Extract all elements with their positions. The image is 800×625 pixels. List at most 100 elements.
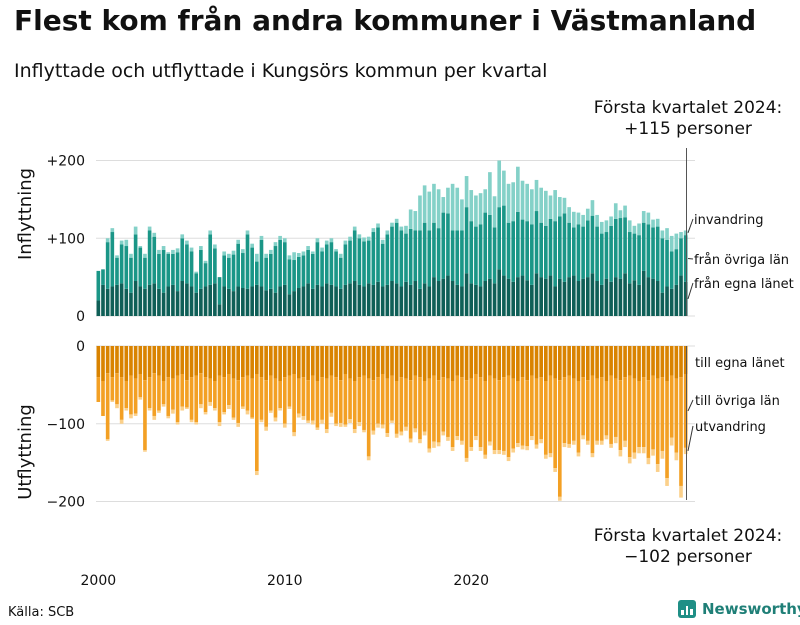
y-tick-label-out: −200 — [47, 495, 85, 511]
bar-inflyttning-0 — [544, 278, 548, 316]
bar-utflyttning-0 — [371, 346, 376, 381]
y-axis-label-out: Utflyttning — [15, 404, 36, 500]
bar-utflyttning-2 — [324, 429, 329, 434]
bar-inflyttning-0 — [432, 277, 436, 317]
bar-inflyttning-2 — [292, 252, 296, 261]
bar-utflyttning-1 — [516, 380, 520, 444]
bar-inflyttning-2 — [613, 203, 618, 219]
bar-inflyttning-1 — [282, 242, 287, 285]
bar-utflyttning-2 — [478, 447, 483, 451]
bar-utflyttning-2 — [268, 410, 273, 413]
newsworthy-logo-icon — [678, 600, 696, 618]
bar-utflyttning-1 — [105, 373, 110, 440]
axes: Inflyttning Utflyttning — [15, 148, 687, 500]
bar-inflyttning-2 — [637, 223, 641, 236]
bar-utflyttning-2 — [404, 426, 408, 431]
bar-utflyttning-0 — [599, 346, 604, 378]
bar-inflyttning-1 — [539, 222, 543, 278]
bar-utflyttning-0 — [669, 346, 674, 376]
bar-utflyttning-2 — [376, 423, 380, 428]
bar-utflyttning-2 — [348, 419, 352, 423]
bar-inflyttning-2 — [352, 226, 357, 231]
bar-inflyttning-1 — [497, 207, 502, 270]
bar-utflyttning-2 — [590, 453, 595, 458]
bar-inflyttning-2 — [455, 187, 460, 231]
bar-utflyttning-2 — [166, 415, 171, 419]
bar-inflyttning-2 — [567, 207, 571, 223]
bar-utflyttning-1 — [175, 375, 180, 423]
bar-inflyttning-0 — [390, 281, 394, 316]
bar-inflyttning-0 — [366, 283, 371, 317]
bar-utflyttning-0 — [660, 346, 665, 378]
bar-inflyttning-1 — [637, 235, 641, 285]
bar-utflyttning-2 — [320, 419, 324, 424]
bar-utflyttning-1 — [362, 375, 366, 430]
bar-utflyttning-0 — [623, 346, 627, 378]
bar-utflyttning-2 — [255, 471, 259, 476]
bar-inflyttning-1 — [296, 256, 301, 289]
bar-utflyttning-2 — [641, 447, 646, 454]
bar-utflyttning-1 — [390, 375, 394, 421]
bar-inflyttning-1 — [679, 238, 683, 276]
bar-utflyttning-2 — [623, 440, 627, 448]
bar-utflyttning-2 — [338, 422, 343, 427]
bar-inflyttning-1 — [595, 226, 599, 282]
bar-utflyttning-0 — [478, 346, 483, 378]
bar-inflyttning-2 — [604, 220, 609, 233]
bar-inflyttning-2 — [152, 232, 157, 237]
bar-inflyttning-2 — [590, 200, 595, 216]
bar-utflyttning-1 — [250, 378, 254, 418]
bar-utflyttning-0 — [534, 346, 539, 379]
bar-inflyttning-0 — [129, 292, 133, 316]
bar-utflyttning-0 — [287, 346, 292, 376]
bar-inflyttning-0 — [171, 284, 175, 316]
bar-utflyttning-1 — [436, 380, 441, 443]
bar-inflyttning-2 — [464, 176, 469, 208]
bar-inflyttning-2 — [665, 228, 669, 240]
bar-utflyttning-0 — [376, 346, 380, 378]
bar-inflyttning-1 — [241, 253, 245, 289]
bar-utflyttning-1 — [213, 380, 217, 409]
bar-utflyttning-2 — [651, 449, 655, 456]
bar-inflyttning-2 — [366, 236, 371, 241]
bar-inflyttning-2 — [623, 205, 627, 218]
bar-inflyttning-1 — [143, 257, 147, 289]
bar-inflyttning-2 — [651, 219, 655, 228]
bar-inflyttning-2 — [576, 212, 581, 225]
y-tick-label-in: +100 — [47, 231, 85, 247]
bar-utflyttning-1 — [669, 375, 674, 438]
bar-utflyttning-2 — [310, 420, 315, 425]
bar-utflyttning-2 — [441, 431, 446, 436]
bar-utflyttning-0 — [166, 346, 171, 378]
bar-inflyttning-1 — [432, 222, 436, 278]
leader-line-out — [687, 425, 694, 452]
bar-inflyttning-0 — [613, 277, 618, 317]
bar-utflyttning-1 — [539, 377, 543, 440]
bar-utflyttning-2 — [194, 422, 199, 425]
bar-inflyttning-2 — [185, 240, 189, 245]
bar-inflyttning-2 — [310, 251, 315, 254]
bar-utflyttning-1 — [450, 380, 455, 448]
bar-inflyttning-2 — [394, 218, 399, 223]
bar-utflyttning-1 — [143, 380, 147, 451]
bar-utflyttning-0 — [194, 346, 199, 376]
bar-utflyttning-0 — [343, 346, 348, 374]
bar-inflyttning-1 — [669, 251, 674, 289]
bar-utflyttning-0 — [413, 346, 418, 376]
bar-inflyttning-2 — [562, 197, 567, 214]
leader-line-in — [687, 218, 694, 233]
bar-inflyttning-2 — [432, 183, 436, 223]
bar-utflyttning-1 — [502, 377, 506, 451]
bar-utflyttning-0 — [422, 346, 427, 381]
bar-inflyttning-1 — [674, 249, 679, 285]
bar-utflyttning-1 — [441, 377, 446, 432]
bar-inflyttning-2 — [646, 212, 651, 225]
bar-utflyttning-1 — [590, 375, 595, 454]
bar-inflyttning-1 — [334, 251, 338, 287]
bar-utflyttning-0 — [273, 346, 278, 379]
bar-inflyttning-1 — [478, 224, 483, 287]
bar-utflyttning-1 — [301, 377, 306, 416]
bar-utflyttning-0 — [143, 346, 147, 381]
bar-utflyttning-2 — [408, 438, 413, 443]
bar-utflyttning-1 — [651, 375, 655, 450]
